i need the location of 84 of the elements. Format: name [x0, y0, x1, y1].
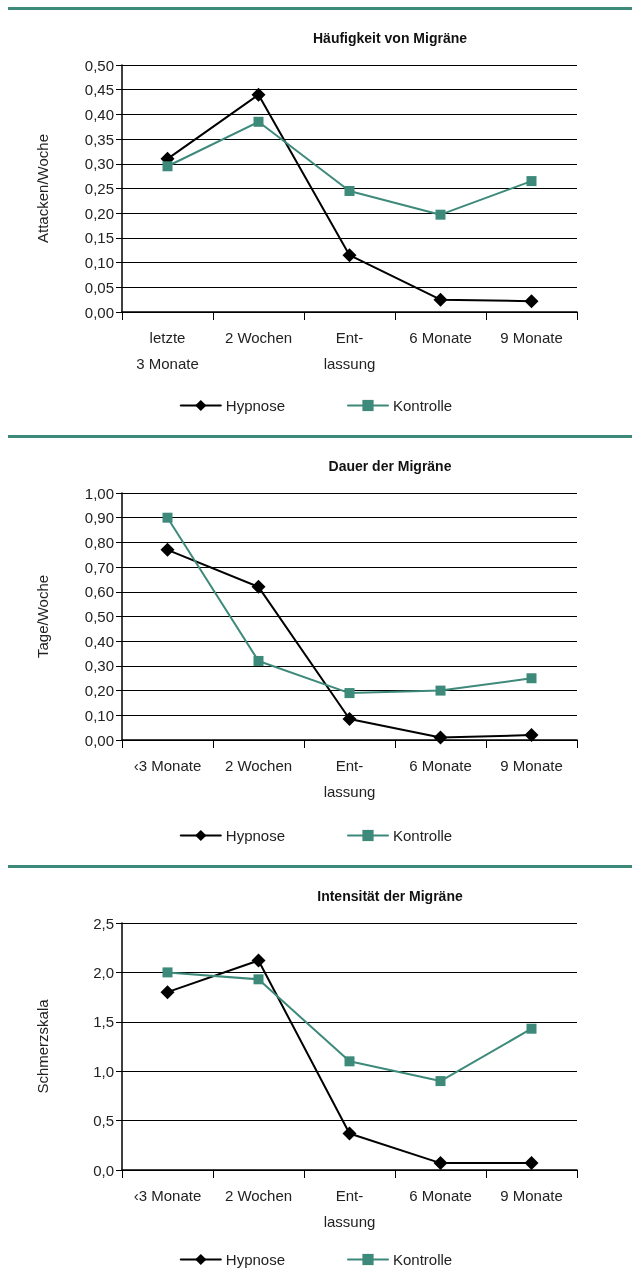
point: [342, 712, 357, 727]
point: [251, 579, 266, 594]
y-tick-label: 0,0: [93, 1161, 114, 1179]
y-tick-label: 0,70: [84, 558, 114, 576]
x-tick-label: Ent- lassung: [323, 1186, 376, 1230]
y-axis-title: Attacken/Woche: [34, 134, 51, 243]
x-tick-label: 2 Wochen: [224, 1186, 293, 1204]
chart-title: Dauer der Migräne: [328, 458, 452, 474]
y-tick-label: 0,60: [84, 583, 114, 601]
point: [342, 248, 357, 263]
y-tick-label: 0,00: [84, 303, 114, 321]
x-tick-label: 9 Monate: [500, 756, 563, 774]
point: [162, 512, 173, 523]
y-tick-label: 2,5: [93, 914, 114, 932]
y-tick-label: 0,40: [84, 632, 114, 650]
legend-label: Hypnose: [225, 827, 285, 844]
point: [524, 1156, 539, 1171]
y-tick-label: 0,10: [84, 254, 114, 272]
point: [251, 953, 266, 968]
y-tick-label: 0,35: [84, 130, 114, 148]
y-tick-label: 0,90: [84, 509, 114, 527]
y-tick-label: 0,20: [84, 682, 114, 700]
chart-title: Intensität der Migräne: [317, 888, 463, 904]
point: [435, 685, 446, 696]
y-tick-label: 0,10: [84, 706, 114, 724]
legend-label: Hypnose: [225, 397, 285, 414]
point: [162, 967, 173, 978]
point: [524, 294, 539, 309]
legend-label: Hypnose: [225, 1251, 285, 1268]
x-tick-label: 2 Wochen: [224, 328, 293, 346]
point: [253, 655, 264, 666]
y-tick-label: 1,00: [84, 484, 114, 502]
y-tick-label: 0,00: [84, 731, 114, 749]
x-tick-label: letzte 3 Monate: [136, 328, 199, 372]
x-tick-label: ‹3 Monate: [133, 1186, 202, 1204]
x-tick-label: 2 Wochen: [224, 756, 293, 774]
point: [162, 161, 173, 172]
point: [433, 1156, 448, 1171]
y-tick-label: 0,40: [84, 105, 114, 123]
point: [433, 292, 448, 307]
y-tick-label: 0,15: [84, 229, 114, 247]
y-tick-label: 1,5: [93, 1013, 114, 1031]
point: [342, 1126, 357, 1141]
x-tick-label: 9 Monate: [500, 1186, 563, 1204]
point: [433, 730, 448, 745]
point: [526, 1023, 537, 1034]
x-tick-label: Ent- lassung: [323, 328, 376, 372]
point: [435, 209, 446, 220]
chart-title: Häufigkeit von Migräne: [312, 30, 468, 46]
x-tick-label: 9 Monate: [500, 328, 563, 346]
point: [344, 185, 355, 196]
point: [526, 673, 537, 684]
point: [524, 728, 539, 743]
y-tick-label: 0,5: [93, 1112, 114, 1130]
point: [344, 688, 355, 699]
y-tick-label: 0,25: [84, 180, 114, 197]
x-tick-label: Ent- lassung: [323, 756, 376, 800]
y-tick-label: 2,0: [93, 963, 114, 981]
point: [344, 1056, 355, 1067]
y-tick-label: 0,30: [84, 155, 114, 173]
y-tick-label: 0,80: [84, 533, 114, 551]
legend-label: Kontrolle: [393, 1251, 453, 1268]
legend-label: Kontrolle: [393, 827, 453, 844]
y-tick-label: 0,50: [84, 56, 114, 74]
x-tick-label: 6 Monate: [409, 756, 472, 774]
y-tick-label: 0,20: [84, 204, 114, 222]
point: [251, 87, 266, 102]
x-tick-label: 6 Monate: [409, 328, 472, 346]
point: [160, 985, 175, 1000]
y-tick-label: 0,50: [84, 608, 114, 625]
point: [253, 116, 264, 127]
y-axis-title: Tage/Woche: [34, 574, 51, 659]
point: [526, 176, 537, 187]
point: [160, 542, 175, 557]
y-tick-label: 1,0: [93, 1062, 114, 1080]
y-tick-label: 0,30: [84, 657, 114, 675]
y-axis-title: Schmerzskala: [34, 998, 51, 1094]
legend-label: Kontrolle: [393, 397, 453, 414]
x-tick-label: 6 Monate: [409, 1186, 472, 1204]
y-tick-label: 0,45: [84, 81, 114, 99]
point: [435, 1076, 446, 1087]
y-tick-label: 0,05: [84, 278, 114, 296]
x-tick-label: ‹3 Monate: [133, 756, 202, 774]
point: [253, 974, 264, 985]
